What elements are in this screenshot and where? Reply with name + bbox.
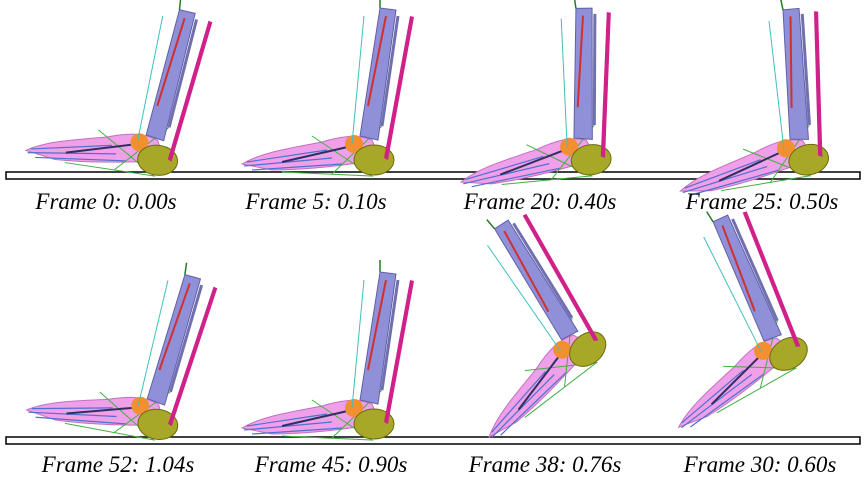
frame-caption: Frame 5: 0.10s xyxy=(244,189,386,214)
frame-caption: Frame 20: 0.40s xyxy=(463,189,617,214)
frame-caption: Frame 0: 0.00s xyxy=(34,189,176,214)
foot-model xyxy=(242,0,414,176)
frame-caption: Frame 25: 0.50s xyxy=(685,189,839,214)
frame-caption: Frame 30: 0.60s xyxy=(683,452,837,477)
foot-model xyxy=(25,0,215,180)
foot-model xyxy=(590,194,831,438)
frame-caption: Frame 52: 1.04s xyxy=(41,452,195,477)
foot-model xyxy=(381,198,628,446)
ground-plate xyxy=(6,437,860,444)
foot-model xyxy=(242,260,414,440)
frame-caption: Frame 45: 0.90s xyxy=(254,452,408,477)
frame-caption: Frame 38: 0.76s xyxy=(468,452,622,477)
foot-model xyxy=(25,244,220,446)
foot-model xyxy=(438,0,633,194)
figure: Frame 0: 0.00s Frame 5: 0.10s Frame 20: 0.… xyxy=(0,0,866,486)
models xyxy=(25,0,851,446)
